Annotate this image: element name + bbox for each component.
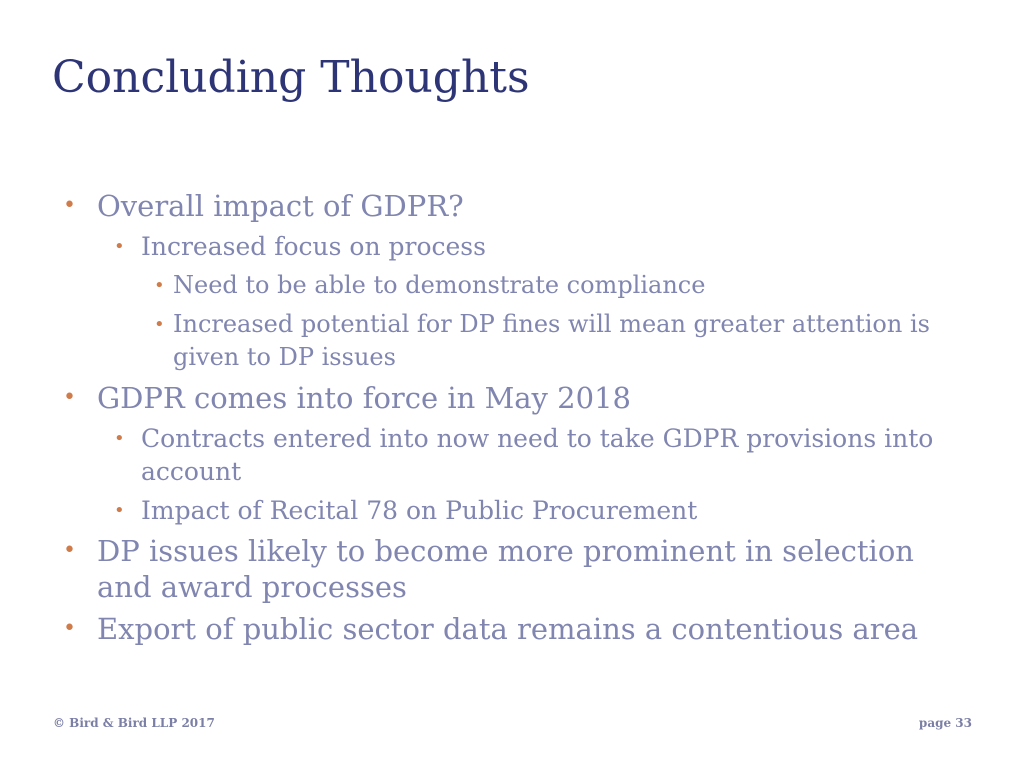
bullet-text: DP issues likely to become more prominen… xyxy=(97,534,914,604)
bullet-item-level-1: • Overall impact of GDPR? xyxy=(60,188,960,224)
bullet-list: • Overall impact of GDPR? • Increased focus… xyxy=(60,182,960,647)
bullet-text: Increased focus on process xyxy=(141,232,486,261)
bullet-item-level-1: • DP issues likely to become more promine… xyxy=(60,533,960,605)
bullet-text: Contracts entered into now need to take … xyxy=(141,424,934,486)
bullet-dot-icon: • xyxy=(63,538,76,563)
bullet-dot-icon: • xyxy=(63,385,76,410)
bullet-text: Overall impact of GDPR? xyxy=(97,189,464,223)
bullet-item-level-1: • GDPR comes into force in May 2018 xyxy=(60,380,960,416)
bullet-dot-icon: • xyxy=(154,314,165,335)
bullet-item-level-3: • Increased potential for DP fines will m… xyxy=(60,308,960,374)
bullet-item-level-2: • Impact of Recital 78 on Public Procurem… xyxy=(60,494,960,527)
bullet-dot-icon: • xyxy=(63,193,76,218)
bullet-text: Increased potential for DP fines will me… xyxy=(173,310,930,371)
bullet-dot-icon: • xyxy=(154,275,165,296)
bullet-text: Need to be able to demonstrate complianc… xyxy=(173,271,706,299)
bullet-item-level-2: • Contracts entered into now need to take… xyxy=(60,422,960,488)
bullet-text: Impact of Recital 78 on Public Procureme… xyxy=(141,496,698,525)
bullet-item-level-2: • Increased focus on process xyxy=(60,230,960,263)
bullet-item-level-1: • Export of public sector data remains a … xyxy=(60,611,960,647)
bullet-dot-icon: • xyxy=(114,500,125,521)
bullet-item-level-3: • Need to be able to demonstrate complian… xyxy=(60,269,960,302)
footer-copyright: © Bird & Bird LLP 2017 xyxy=(53,716,215,730)
bullet-text: Export of public sector data remains a c… xyxy=(97,612,919,646)
bullet-dot-icon: • xyxy=(114,428,125,449)
bullet-text: GDPR comes into force in May 2018 xyxy=(97,381,631,415)
bullet-dot-icon: • xyxy=(63,616,76,641)
bullet-dot-icon: • xyxy=(114,236,125,257)
slide-title: Concluding Thoughts xyxy=(52,52,530,103)
footer-page-number: page 33 xyxy=(918,716,972,730)
